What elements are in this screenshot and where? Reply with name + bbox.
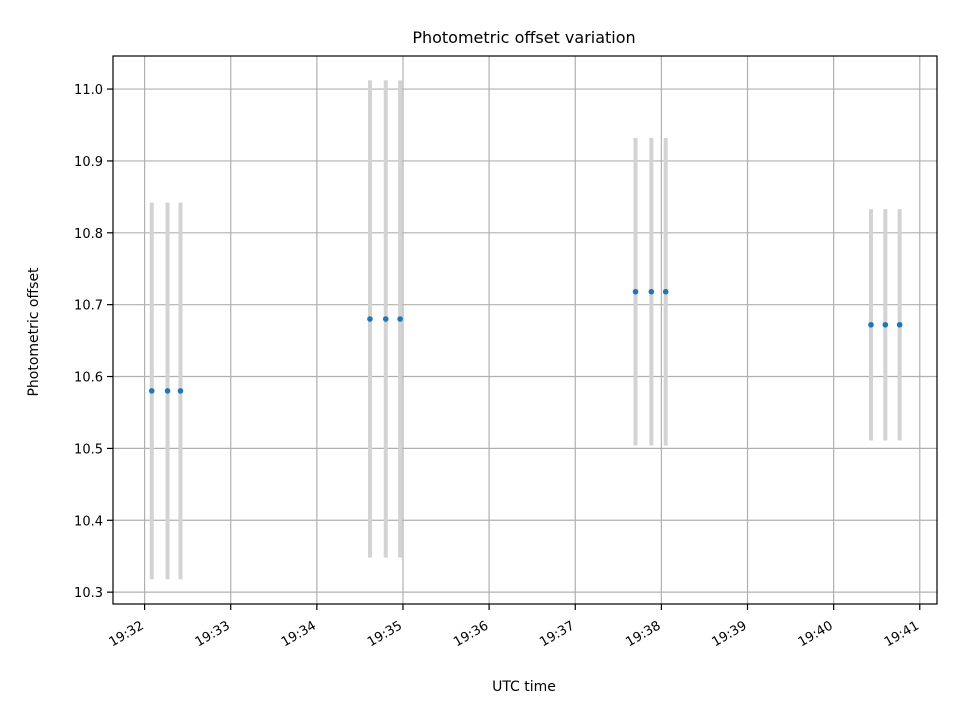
errorbar-layer: [149, 80, 902, 580]
y-tick-label: 10.5: [74, 442, 103, 457]
plot-frame: [112, 55, 938, 605]
data-point: [662, 288, 669, 295]
x-tick-label: 19:36: [451, 618, 491, 650]
data-point: [648, 288, 655, 295]
x-axis-label: UTC time: [492, 679, 556, 695]
y-tick-label: 10.8: [74, 227, 103, 242]
point-layer: [148, 288, 903, 394]
y-tick-label: 10.9: [74, 155, 103, 170]
chart-title: Photometric offset variation: [412, 28, 635, 47]
x-tick-label: 19:32: [107, 618, 147, 650]
y-axis-label: Photometric offset: [26, 267, 42, 397]
data-point: [882, 321, 889, 328]
y-tick-label: 10.7: [74, 299, 103, 314]
y-tick-label: 10.3: [74, 586, 103, 601]
data-point: [148, 388, 155, 394]
y-tick-label: 11.0: [74, 83, 103, 98]
data-point: [896, 321, 903, 328]
x-tick-label: 19:40: [796, 618, 836, 650]
data-point: [868, 321, 874, 328]
axis-layer: 19:32 19:33 19:34 19:35 19:36 19:37 19:38 19:39…: [74, 55, 938, 650]
data-point: [397, 316, 403, 322]
data-point: [164, 388, 171, 394]
x-tick-label: 19:41: [882, 618, 922, 650]
x-tick-label: 19:39: [710, 618, 750, 650]
grid-layer: [113, 56, 937, 604]
x-tick-label: 19:38: [623, 618, 663, 650]
data-point: [632, 288, 639, 295]
y-tick-label: 10.4: [74, 514, 103, 529]
x-tick-label: 19:37: [537, 618, 577, 650]
x-tick-label: 19:35: [365, 618, 405, 650]
data-point: [367, 316, 373, 322]
x-tick-label: 19:34: [279, 618, 319, 650]
y-tick-label: 10.6: [74, 371, 103, 386]
x-tick-label: 19:33: [193, 618, 233, 650]
data-point: [382, 316, 389, 322]
data-point: [177, 388, 184, 394]
